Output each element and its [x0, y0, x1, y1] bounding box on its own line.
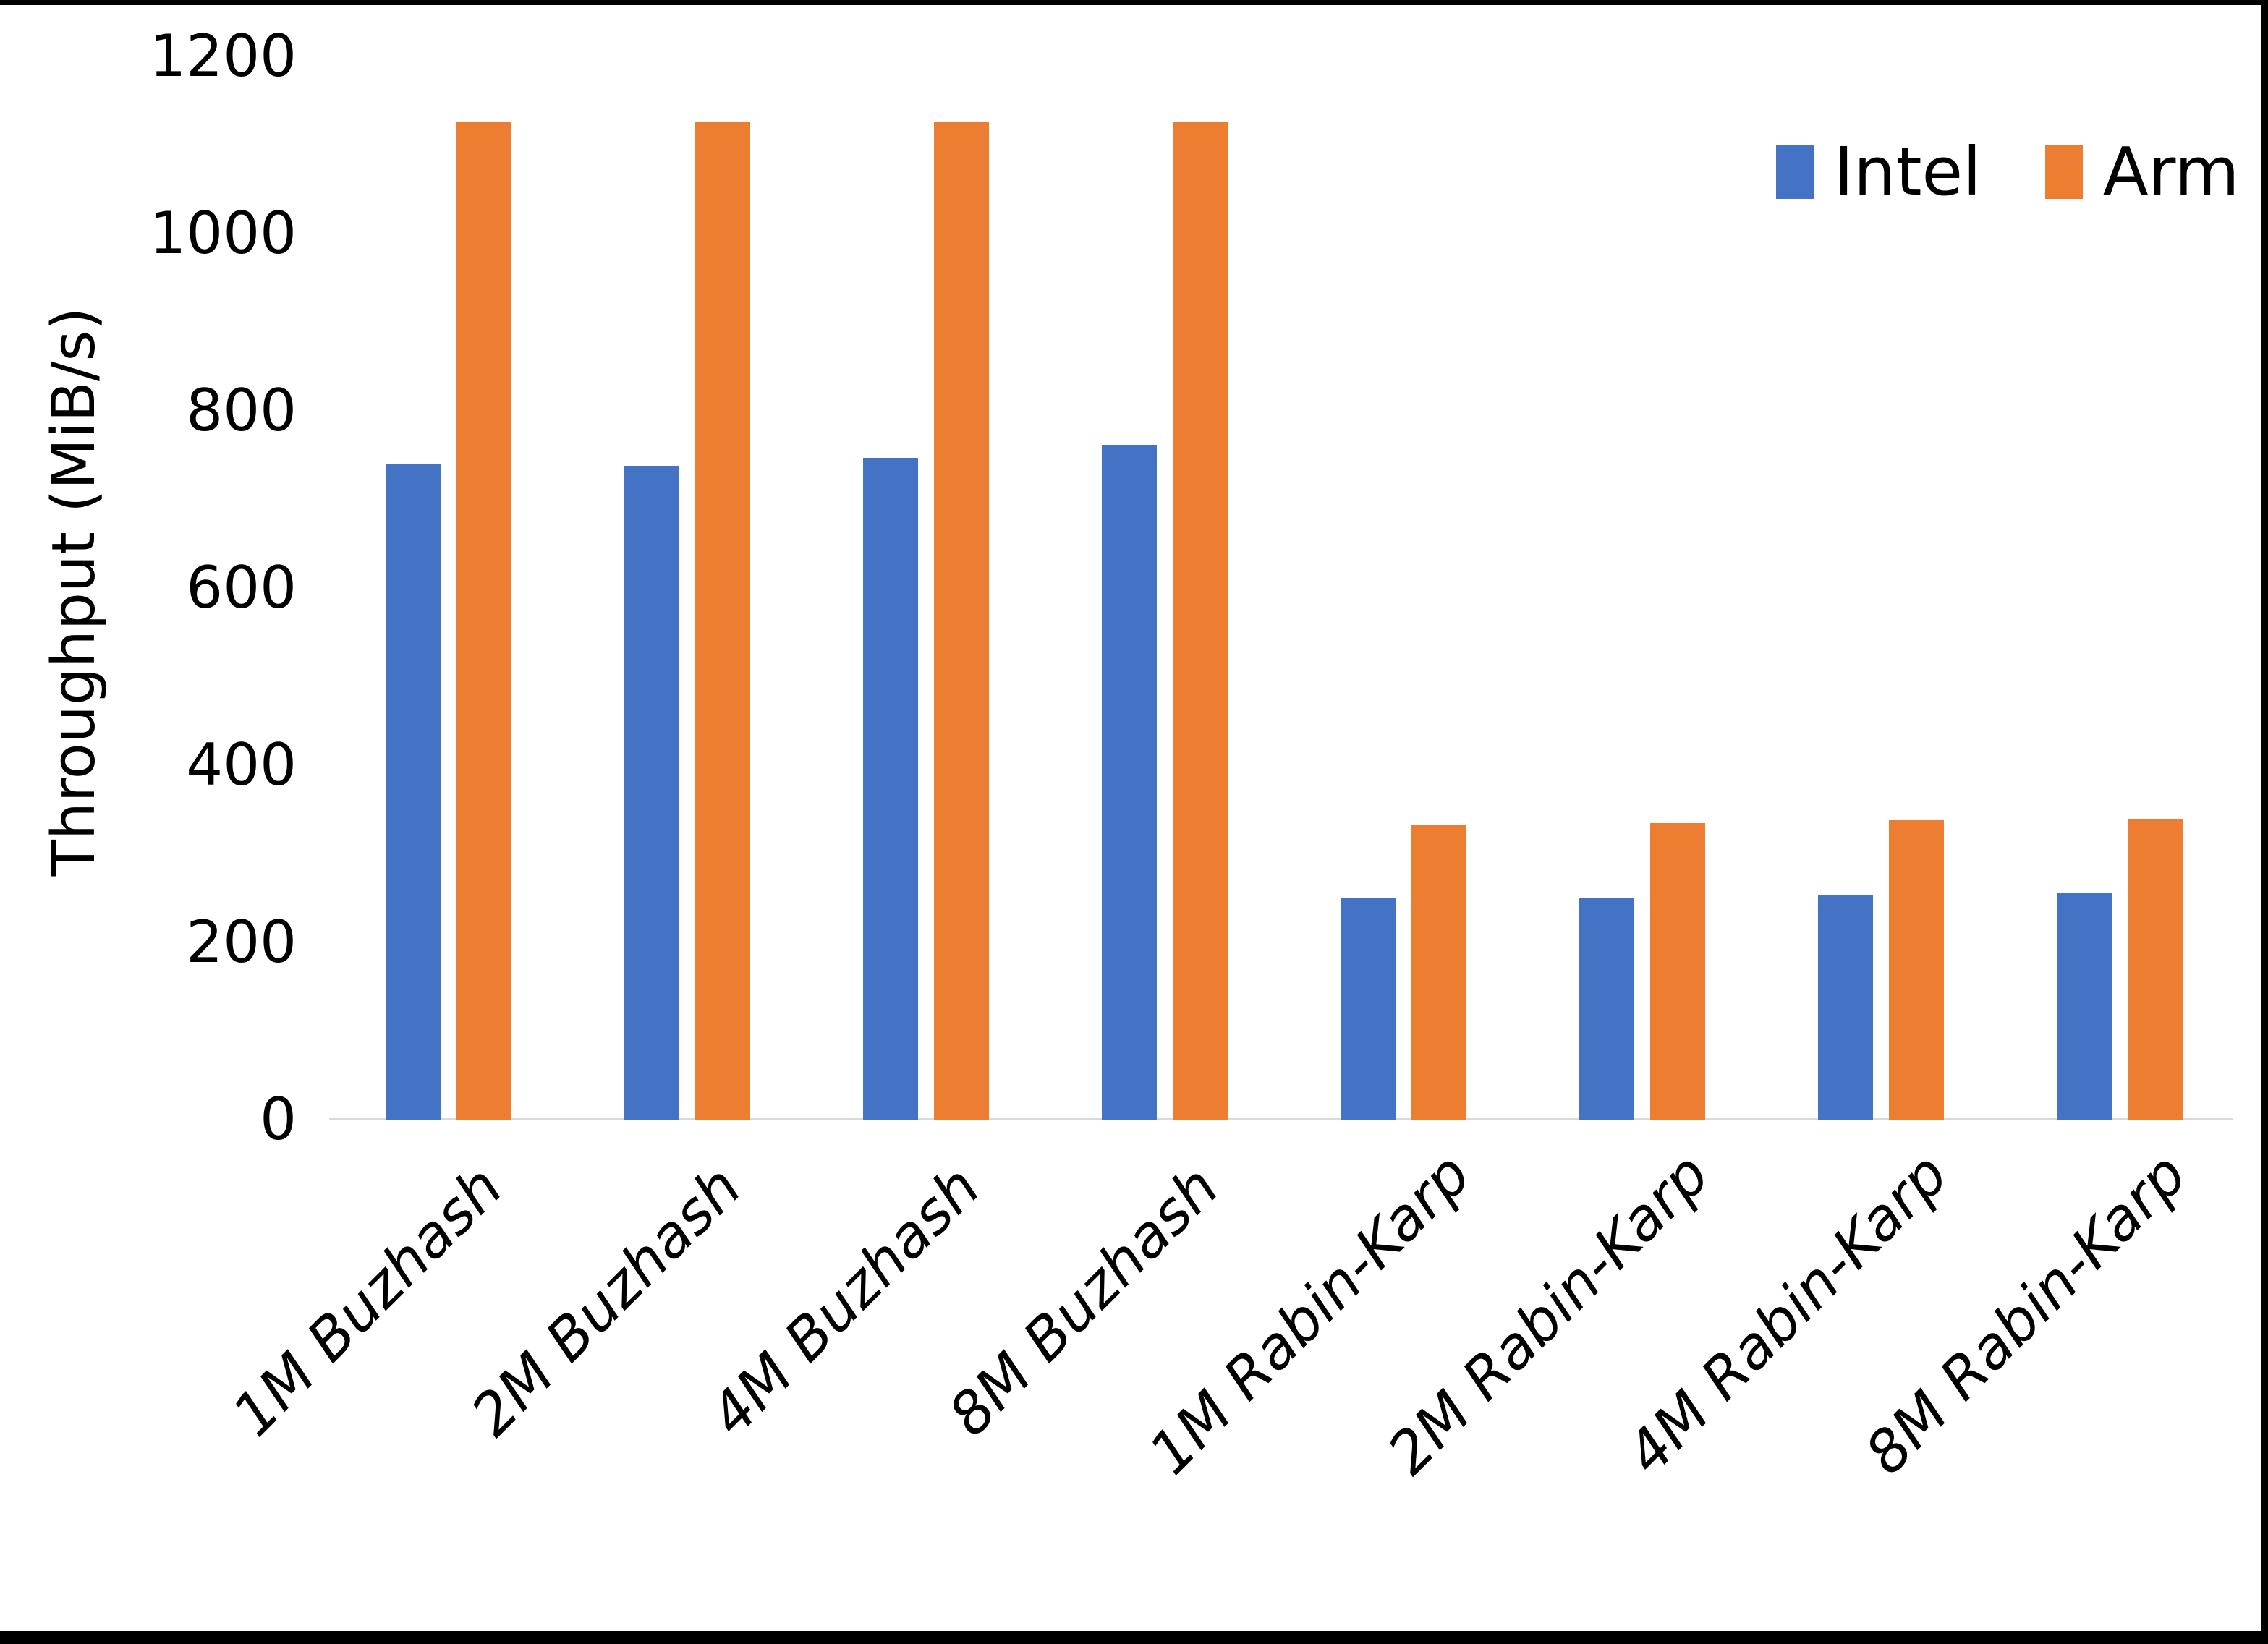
bar-arm-2m-buzhash — [695, 122, 750, 1120]
bar-intel-2m-buzhash — [624, 465, 679, 1120]
bar-intel-1m-rabin-karp — [1341, 898, 1396, 1120]
legend-label-arm: Arm — [2102, 133, 2240, 210]
legend: Intel Arm — [1776, 139, 2239, 205]
y-tick-label-200: 200 — [186, 908, 297, 976]
bar-intel-8m-buzhash — [1102, 444, 1157, 1120]
bar-arm-4m-buzhash — [934, 122, 989, 1120]
y-tick-label-800: 800 — [186, 377, 297, 444]
frame-border-right — [2261, 0, 2268, 1644]
bar-intel-8m-rabin-karp — [2057, 893, 2112, 1120]
legend-label-intel: Intel — [1834, 133, 1982, 210]
bar-arm-8m-rabin-karp — [2128, 818, 2183, 1120]
bar-intel-1m-buzhash — [386, 464, 441, 1120]
bar-arm-1m-rabin-karp — [1411, 825, 1466, 1120]
y-tick-label-1000: 1000 — [149, 200, 297, 267]
frame-border-bottom — [0, 1631, 2268, 1644]
bar-arm-8m-buzhash — [1173, 122, 1228, 1120]
legend-item-intel: Intel — [1776, 139, 1982, 205]
x-axis-line — [329, 1118, 2233, 1120]
frame-border-top — [0, 0, 2268, 5]
bar-intel-2m-rabin-karp — [1579, 898, 1634, 1120]
y-tick-label-0: 0 — [260, 1086, 297, 1153]
legend-item-arm: Arm — [2044, 133, 2240, 210]
bar-arm-1m-buzhash — [456, 122, 511, 1120]
intel-color-swatch — [1776, 145, 1814, 199]
arm-color-swatch — [2044, 145, 2083, 199]
bar-arm-4m-rabin-karp — [1889, 819, 1944, 1120]
bar-arm-2m-rabin-karp — [1650, 822, 1705, 1120]
bar-intel-4m-rabin-karp — [1818, 894, 1873, 1120]
y-tick-label-400: 400 — [186, 731, 297, 798]
y-tick-label-600: 600 — [186, 554, 297, 621]
bar-intel-4m-buzhash — [863, 457, 918, 1120]
y-tick-label-1200: 1200 — [149, 22, 297, 90]
